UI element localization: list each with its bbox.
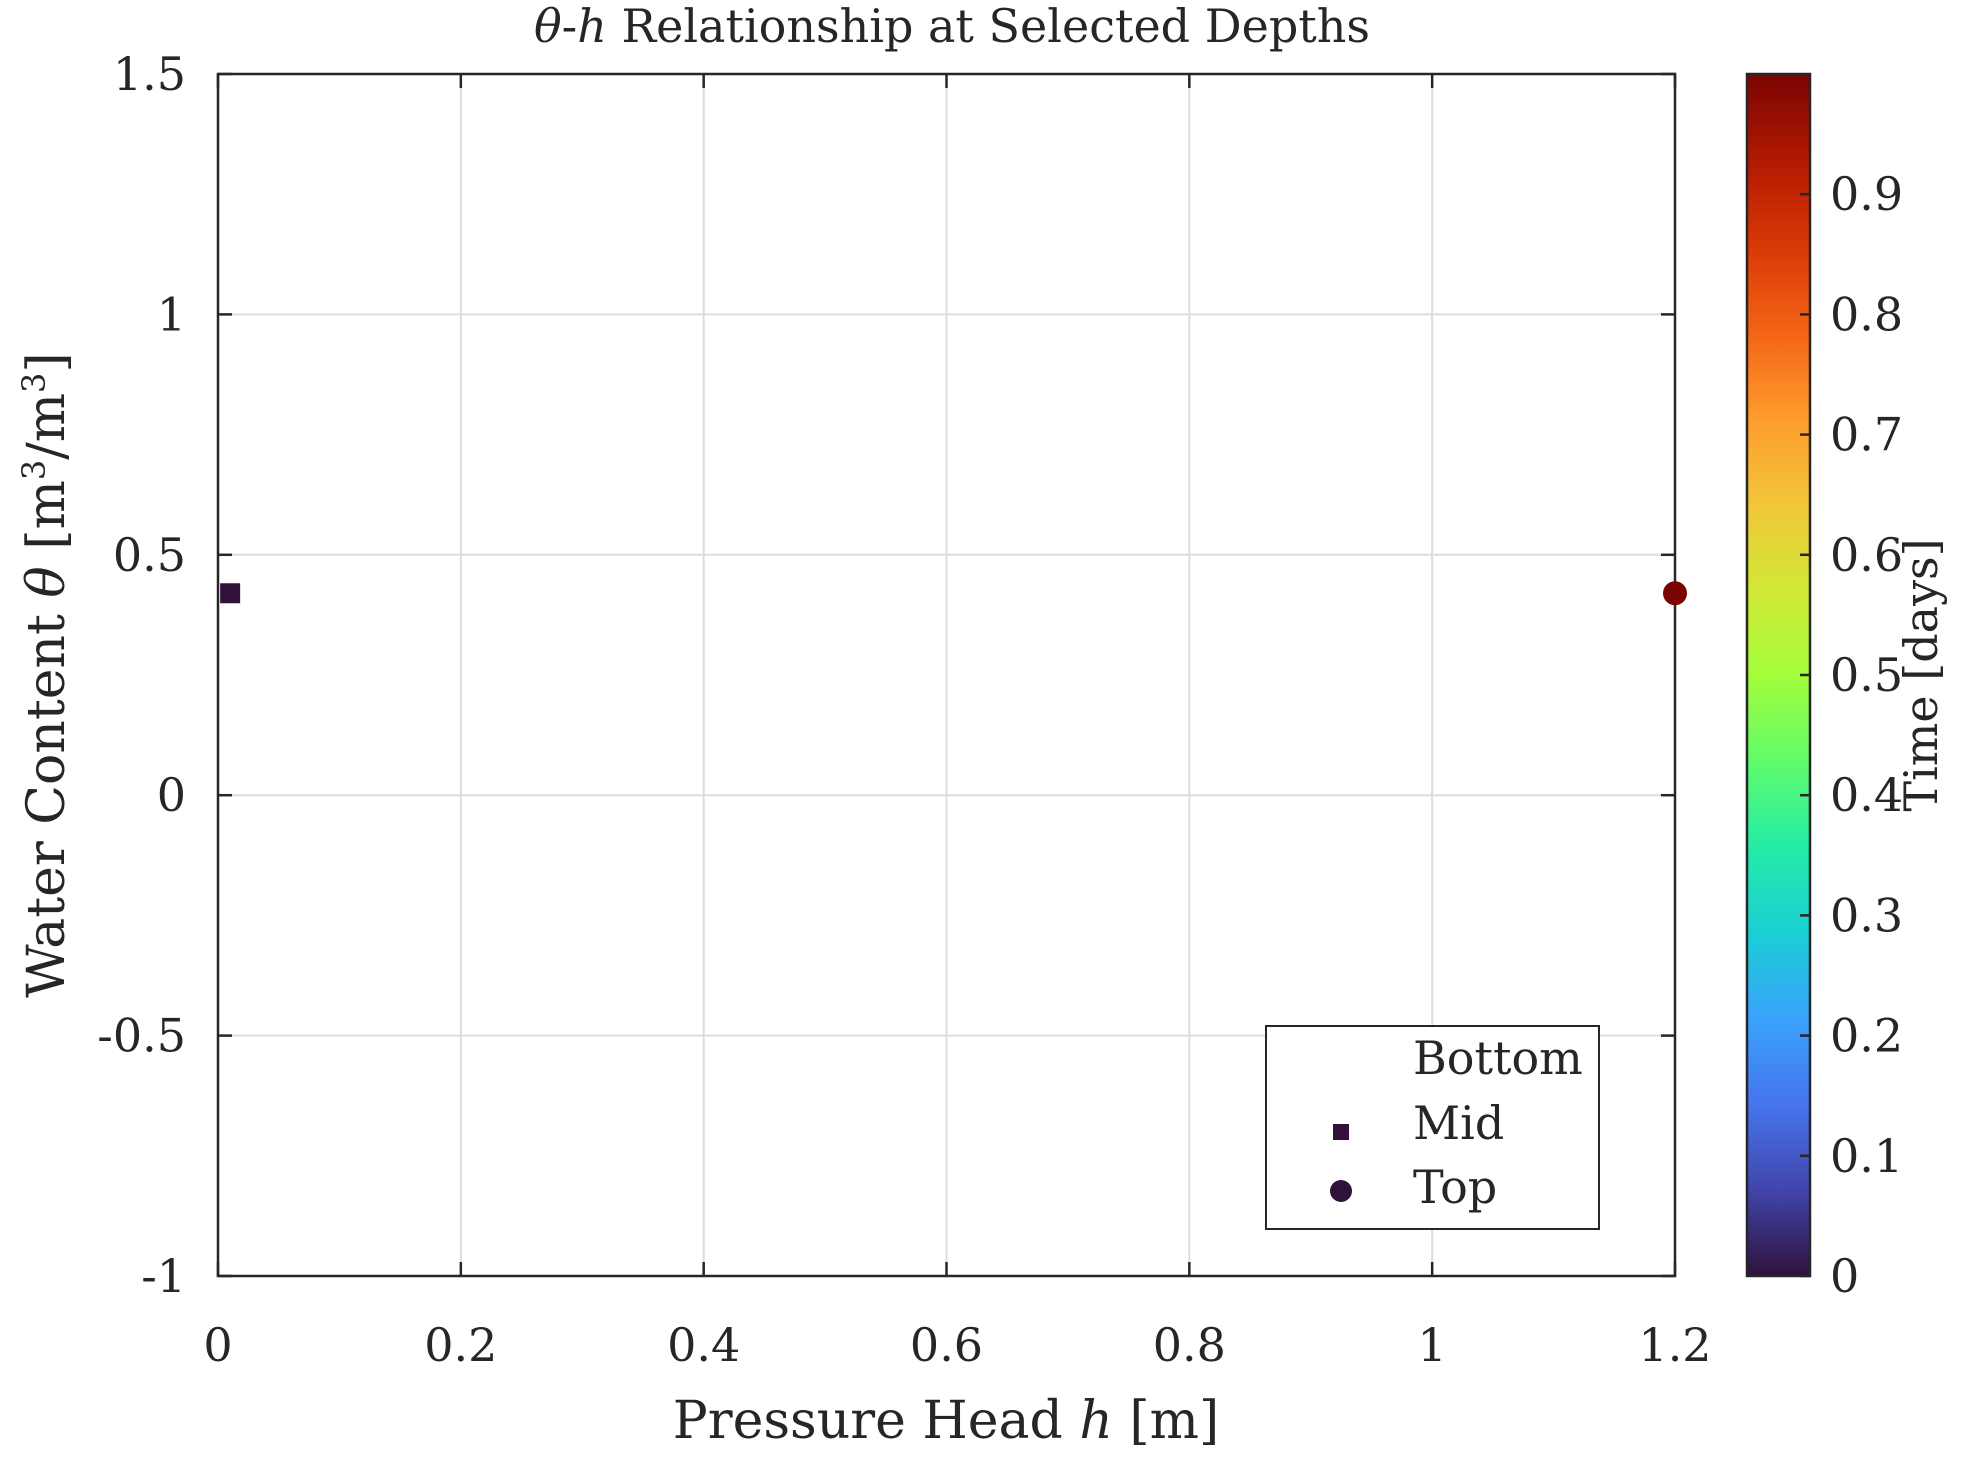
y-tick-label: 1.5: [113, 47, 186, 101]
colorbar-frame: [1745, 72, 1812, 1278]
x-tick-label: 0.8: [1153, 1318, 1226, 1372]
colorbar-label: Time [days]: [1894, 538, 1948, 811]
colorbar-tick-label: 0.1: [1830, 1129, 1903, 1183]
x-tick-labels: 0 0.2 0.4 0.6 0.8 1 1.2: [203, 1318, 1711, 1372]
colorbar-tick-label: 0.4: [1830, 768, 1903, 822]
colorbar-tick-label: 0.7: [1830, 408, 1903, 462]
colorbar: 0 0.1 0.2 0.3 0.4 0.5 0.6 0.7 0.8 0.9 Time [days]: [1745, 72, 1948, 1303]
legend-markers: [1330, 1124, 1352, 1202]
legend: Bottom Mid Top: [1265, 1025, 1600, 1230]
x-tick-label: 0: [203, 1318, 232, 1372]
y-axis-label: Water Content θ [m3/m3]: [15, 352, 77, 997]
y-tick-label: -0.5: [97, 1009, 186, 1063]
legend-marker-square: [1333, 1124, 1349, 1140]
legend-label-mid: Mid: [1413, 1096, 1504, 1150]
colorbar-ticks: 0 0.1 0.2 0.3 0.4 0.5 0.6 0.7 0.8 0.9: [1800, 167, 1903, 1303]
x-tick-label: 0.2: [424, 1318, 497, 1372]
data-point-mid: [220, 583, 241, 604]
y-tick-labels: -1 -0.5 0 0.5 1 1.5: [97, 47, 186, 1303]
x-tick-label: 1: [1418, 1318, 1447, 1372]
x-tick-label: 0.4: [667, 1318, 740, 1372]
y-tick-label: 0: [157, 768, 186, 822]
colorbar-tick-label: 0.5: [1830, 648, 1903, 702]
colorbar-tick-label: 0.3: [1830, 888, 1903, 942]
colorbar-gradient: [1747, 74, 1810, 1276]
y-tick-label: 0.5: [113, 528, 186, 582]
legend-box: [1265, 1025, 1600, 1230]
legend-marker-circle: [1330, 1180, 1352, 1202]
plot-frame: [216, 72, 1677, 1278]
chart-title: θ-h Relationship at Selected Depths: [534, 0, 1370, 53]
y-tick-label: -1: [141, 1249, 186, 1303]
x-tick-label: 0.6: [910, 1318, 983, 1372]
legend-label-top: Top: [1413, 1160, 1497, 1214]
colorbar-tick-label: 0: [1830, 1249, 1859, 1303]
colorbar-tick-label: 0.6: [1830, 528, 1903, 582]
x-axis-label: Pressure Head h [m]: [673, 1391, 1220, 1451]
legend-label-bottom: Bottom: [1413, 1031, 1583, 1085]
data-points: [220, 581, 1687, 606]
y-tick-label: 1: [157, 287, 186, 341]
colorbar-tick-label: 0.9: [1830, 167, 1903, 221]
data-point-top: [1663, 581, 1687, 606]
colorbar-tick-label: 0.8: [1830, 287, 1903, 341]
x-tick-label: 1.2: [1638, 1318, 1711, 1372]
colorbar-tick-label: 0.2: [1830, 1009, 1903, 1063]
